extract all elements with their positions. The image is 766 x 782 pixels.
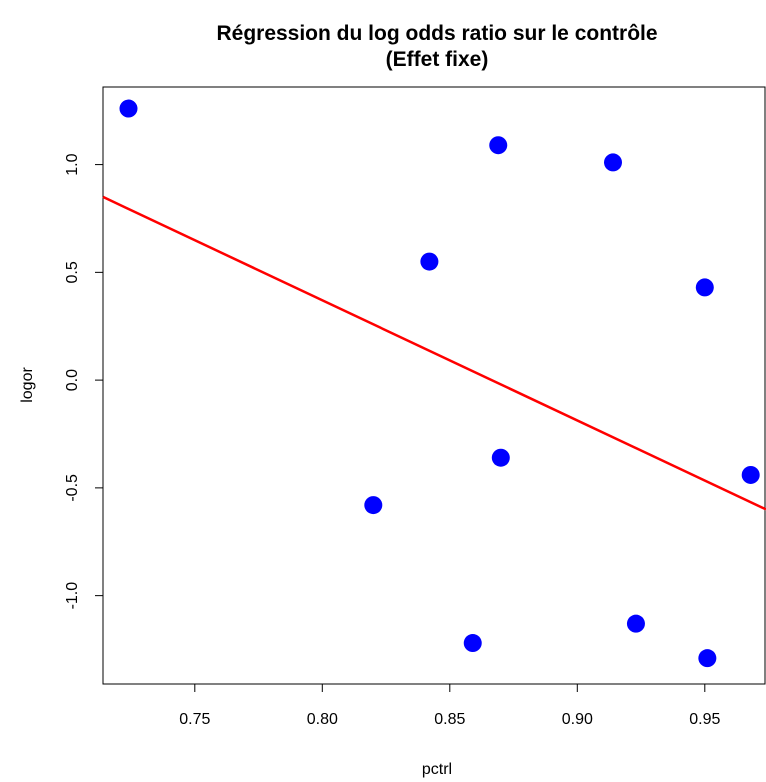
chart-title-line-1: Régression du log odds ratio sur le cont… xyxy=(216,22,657,45)
data-point xyxy=(626,614,645,633)
x-tick-label: 0.90 xyxy=(562,711,593,728)
x-tick-label: 0.75 xyxy=(179,711,210,728)
y-tick-label: -1.0 xyxy=(64,582,81,610)
data-point xyxy=(463,634,482,653)
data-point xyxy=(698,649,717,668)
data-point xyxy=(364,496,383,515)
data-point xyxy=(491,448,510,467)
x-tick-label: 0.85 xyxy=(434,711,465,728)
regression-line xyxy=(102,195,766,511)
data-point xyxy=(741,465,760,484)
data-point xyxy=(489,136,508,155)
x-axis-label: pctrl xyxy=(422,761,452,778)
y-tick-label: 0.5 xyxy=(64,261,81,283)
data-point xyxy=(119,99,138,118)
chart-title-line-2: (Effet fixe) xyxy=(386,48,489,71)
data-point xyxy=(695,278,714,297)
plot-frame xyxy=(102,86,766,685)
plot-area: 0.75 0.80 0.85 0.90 0.95 -1.0 -0.5 0.0 0.5 1.0 xyxy=(64,86,766,728)
y-tick-label: 0.0 xyxy=(64,369,81,391)
y-tick-label: -0.5 xyxy=(64,474,81,502)
x-tick-label: 0.95 xyxy=(689,711,720,728)
y-axis-label: logor xyxy=(19,367,36,403)
y-tick-label: 1.0 xyxy=(64,153,81,175)
data-point xyxy=(420,252,439,271)
x-tick-label: 0.80 xyxy=(307,711,338,728)
data-point xyxy=(604,153,622,172)
